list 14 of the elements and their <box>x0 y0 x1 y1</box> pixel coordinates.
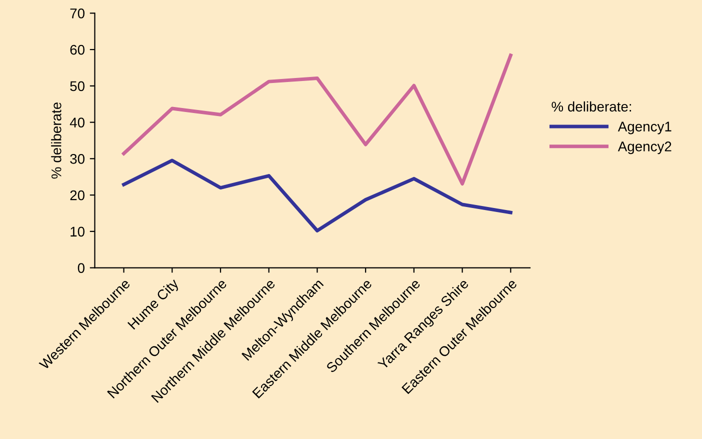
y-tick-label: 60 <box>70 44 85 55</box>
y-tick-label: 40 <box>70 118 85 128</box>
y-axis-title: % deliberate <box>51 102 62 179</box>
line-series <box>122 54 512 186</box>
y-tick-label: 50 <box>70 81 85 92</box>
y-tick-label: 70 <box>70 8 85 18</box>
legend-label: Agency2 <box>618 142 672 154</box>
y-tick-label: 10 <box>70 226 85 237</box>
y-tick-label: 20 <box>70 190 85 200</box>
y-tick-label: 30 <box>70 154 85 164</box>
legend-label: Agency1 <box>618 122 672 134</box>
line-series <box>122 158 512 232</box>
y-tick-label: 0 <box>78 263 85 273</box>
legend-title: % deliberate: <box>552 101 632 112</box>
